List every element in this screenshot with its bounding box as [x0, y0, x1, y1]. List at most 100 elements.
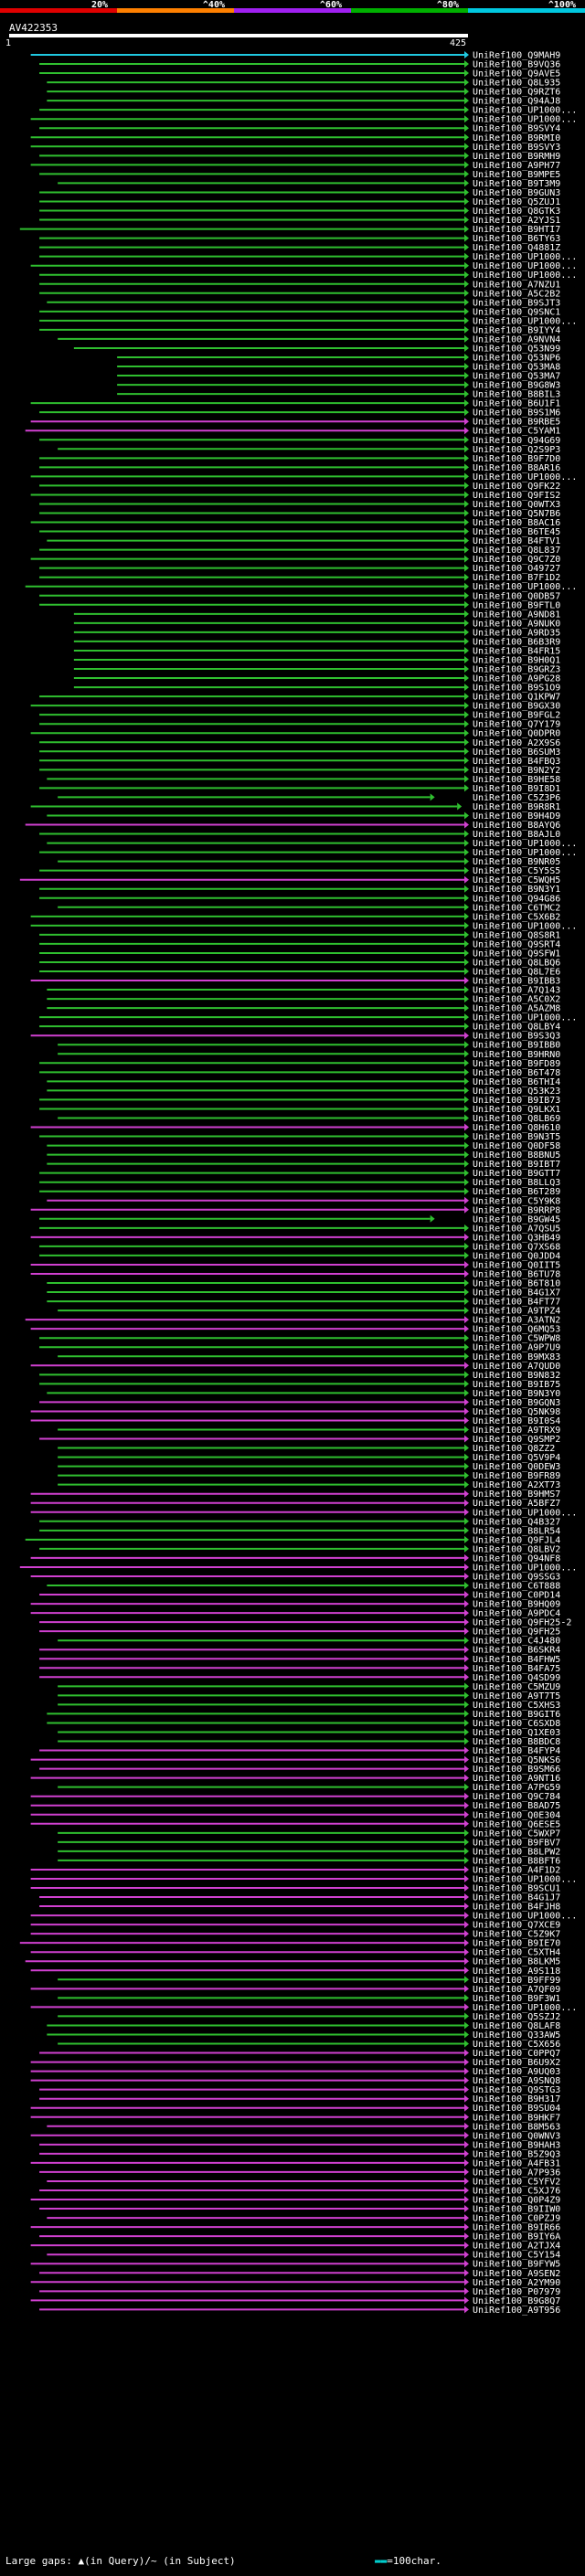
hit-label[interactable]: UniRef100_B9MX83 — [473, 1352, 560, 1362]
hit-label[interactable]: UniRef100_A9PDC4 — [473, 1609, 560, 1619]
hit-label[interactable]: UniRef100_B4FJH8 — [473, 1903, 560, 1913]
hit-label[interactable]: UniRef100_C5Z9K7 — [473, 1930, 560, 1940]
hit-label[interactable]: UniRef100_C5Z3P6 — [473, 793, 560, 803]
hit-label[interactable]: UniRef100_UP1000... — [473, 839, 577, 849]
hit-label[interactable]: UniRef100_A7P936 — [473, 2168, 560, 2178]
hit-label[interactable]: UniRef100_B8AJL0 — [473, 830, 560, 840]
hit-label[interactable]: UniRef100_B7F1D2 — [473, 573, 560, 583]
hit-label[interactable]: UniRef100_Q5SZJ2 — [473, 2012, 560, 2022]
hit-label[interactable]: UniRef100_B9FGL2 — [473, 711, 560, 721]
hit-label[interactable]: UniRef100_Q9RZT6 — [473, 88, 560, 98]
hit-label[interactable]: UniRef100_C5WPW8 — [473, 1334, 560, 1344]
hit-label[interactable]: UniRef100_B4FR15 — [473, 646, 560, 656]
hit-label[interactable]: UniRef100_A9NVN4 — [473, 334, 560, 345]
hit-label[interactable]: UniRef100_B9GRZ3 — [473, 665, 560, 675]
hit-label[interactable]: UniRef100_B8AYQ6 — [473, 821, 560, 831]
hit-label[interactable]: UniRef100_B9SVY4 — [473, 124, 560, 134]
hit-label[interactable]: UniRef100_UP1000... — [473, 1563, 577, 1573]
hit-label[interactable]: UniRef100_Q8L935 — [473, 79, 560, 89]
hit-label[interactable]: UniRef100_UP1000... — [473, 106, 577, 116]
hit-label[interactable]: UniRef100_UP1000... — [473, 261, 577, 271]
hit-label[interactable]: UniRef100_Q7Y179 — [473, 720, 560, 730]
hit-label[interactable]: UniRef100_B6B3R9 — [473, 637, 560, 647]
hit-label[interactable]: UniRef100_B8AR16 — [473, 463, 560, 473]
hit-label[interactable]: UniRef100_C5WXP7 — [473, 1829, 560, 1839]
hit-label[interactable]: UniRef100_B8LPW2 — [473, 1847, 560, 1857]
hit-label[interactable]: UniRef100_A9S118 — [473, 1966, 560, 1977]
hit-label[interactable]: UniRef100_Q9FK22 — [473, 482, 560, 492]
hit-label[interactable]: UniRef100_Q9SRT4 — [473, 939, 560, 949]
hit-label[interactable]: UniRef100_B9HMS7 — [473, 1489, 560, 1500]
hit-label[interactable]: UniRef100_Q9SMP2 — [473, 1435, 560, 1445]
hit-label[interactable]: UniRef100_C5MZU9 — [473, 1682, 560, 1692]
hit-label[interactable]: UniRef100_C5XJ76 — [473, 2186, 560, 2196]
hit-label[interactable]: UniRef100_A9RD35 — [473, 628, 560, 638]
hit-label[interactable]: UniRef100_Q5V9P4 — [473, 1453, 560, 1463]
hit-label[interactable]: UniRef100_A7PG59 — [473, 1783, 560, 1793]
hit-label[interactable]: UniRef100_A7QUD0 — [473, 1362, 560, 1372]
hit-label[interactable]: UniRef100_Q8L837 — [473, 546, 560, 556]
hit-label[interactable]: UniRef100_A4FB31 — [473, 2158, 560, 2168]
hit-label[interactable]: UniRef100_A9SEN2 — [473, 2269, 560, 2279]
hit-label[interactable]: UniRef100_B9SVY3 — [473, 143, 560, 153]
hit-label[interactable]: UniRef100_B9IIW0 — [473, 2205, 560, 2215]
hit-label[interactable]: UniRef100_B8M563 — [473, 2122, 560, 2132]
hit-label[interactable]: UniRef100_UP1000... — [473, 921, 577, 931]
hit-label[interactable]: UniRef100_Q94G86 — [473, 894, 560, 904]
hit-label[interactable]: UniRef100_Q9C784 — [473, 1792, 560, 1802]
hit-label[interactable]: UniRef100_Q5NK98 — [473, 1407, 560, 1417]
hit-label[interactable]: UniRef100_B9F3W1 — [473, 1994, 560, 2004]
hit-label[interactable]: UniRef100_B9IB75 — [473, 1380, 560, 1390]
hit-label[interactable]: UniRef100_A2TJX4 — [473, 2242, 560, 2252]
hit-label[interactable]: UniRef100_A9NUK0 — [473, 619, 560, 629]
hit-label[interactable]: UniRef100_B9N2Y2 — [473, 766, 560, 776]
hit-label[interactable]: UniRef100_B9IB73 — [473, 1096, 560, 1106]
hit-label[interactable]: UniRef100_UP1000... — [473, 1013, 577, 1023]
hit-label[interactable]: UniRef100_B9FD89 — [473, 1059, 560, 1069]
hit-label[interactable]: UniRef100_B4FTV1 — [473, 536, 560, 546]
hit-label[interactable]: UniRef100_B9H4D9 — [473, 811, 560, 822]
hit-label[interactable]: UniRef100_C6T888 — [473, 1582, 560, 1592]
hit-label[interactable]: UniRef100_A9SNQ8 — [473, 2076, 560, 2086]
hit-label[interactable]: UniRef100_Q5N7B6 — [473, 509, 560, 519]
hit-label[interactable]: UniRef100_Q8LAF8 — [473, 2021, 560, 2031]
hit-label[interactable]: UniRef100_Q9FIS2 — [473, 491, 560, 501]
hit-label[interactable]: UniRef100_Q9MAH9 — [473, 51, 560, 61]
hit-label[interactable]: UniRef100_B8BFT6 — [473, 1856, 560, 1866]
hit-label[interactable]: UniRef100_A9T7T5 — [473, 1691, 560, 1701]
hit-label[interactable]: UniRef100_Q0JDD4 — [473, 1251, 560, 1261]
hit-label[interactable]: UniRef100_Q9LKX1 — [473, 1105, 560, 1115]
hit-label[interactable]: UniRef100_UP1000... — [473, 1508, 577, 1518]
hit-label[interactable]: UniRef100_B6T810 — [473, 1279, 560, 1289]
hit-label[interactable]: UniRef100_B9HRN0 — [473, 1050, 560, 1060]
hit-label[interactable]: UniRef100_Q4SD99 — [473, 1673, 560, 1683]
hit-label[interactable]: UniRef100_B4FHW5 — [473, 1655, 560, 1665]
hit-label[interactable]: UniRef100_Q9FJL4 — [473, 1535, 560, 1545]
hit-label[interactable]: UniRef100_A9TPZ4 — [473, 1307, 560, 1317]
hit-label[interactable]: UniRef100_B9GQN3 — [473, 1398, 560, 1408]
hit-label[interactable]: UniRef100_UP1000... — [473, 1912, 577, 1922]
hit-label[interactable]: UniRef100_A9UQ03 — [473, 2067, 560, 2077]
hit-label[interactable]: UniRef100_B9IR66 — [473, 2223, 560, 2233]
hit-label[interactable]: UniRef100_Q2S9P3 — [473, 445, 560, 455]
hit-label[interactable]: UniRef100_B9S1O9 — [473, 684, 560, 694]
hit-label[interactable]: UniRef100_B9RMI0 — [473, 133, 560, 143]
hit-label[interactable]: UniRef100_B9G8Q7 — [473, 2296, 560, 2306]
hit-label[interactable]: UniRef100_B6SUM3 — [473, 747, 560, 758]
hit-label[interactable]: UniRef100_A5C0X2 — [473, 995, 560, 1005]
hit-label[interactable]: UniRef100_Q8LBY4 — [473, 1023, 560, 1033]
hit-label[interactable]: UniRef100_Q1KPW7 — [473, 693, 560, 703]
hit-label[interactable]: UniRef100_C5Y5S5 — [473, 866, 560, 876]
hit-label[interactable]: UniRef100_B9IYY4 — [473, 325, 560, 335]
hit-label[interactable]: UniRef100_B4FYP4 — [473, 1746, 560, 1756]
hit-label[interactable]: UniRef100_UP1000... — [473, 582, 577, 592]
hit-label[interactable]: UniRef100_A9ND81 — [473, 610, 560, 620]
hit-label[interactable]: UniRef100_Q8LBQ6 — [473, 958, 560, 968]
hit-label[interactable]: UniRef100_Q8L7E6 — [473, 968, 560, 978]
hit-label[interactable]: UniRef100_Q9AVE5 — [473, 69, 560, 80]
hit-label[interactable]: UniRef100_B9HKF7 — [473, 2113, 560, 2123]
hit-label[interactable]: UniRef100_A3ATN2 — [473, 1316, 560, 1326]
hit-label[interactable]: UniRef100_B9GIT6 — [473, 1710, 560, 1720]
hit-label[interactable]: UniRef100_B9G8W3 — [473, 381, 560, 391]
hit-label[interactable]: UniRef100_B9IBB0 — [473, 1041, 560, 1051]
